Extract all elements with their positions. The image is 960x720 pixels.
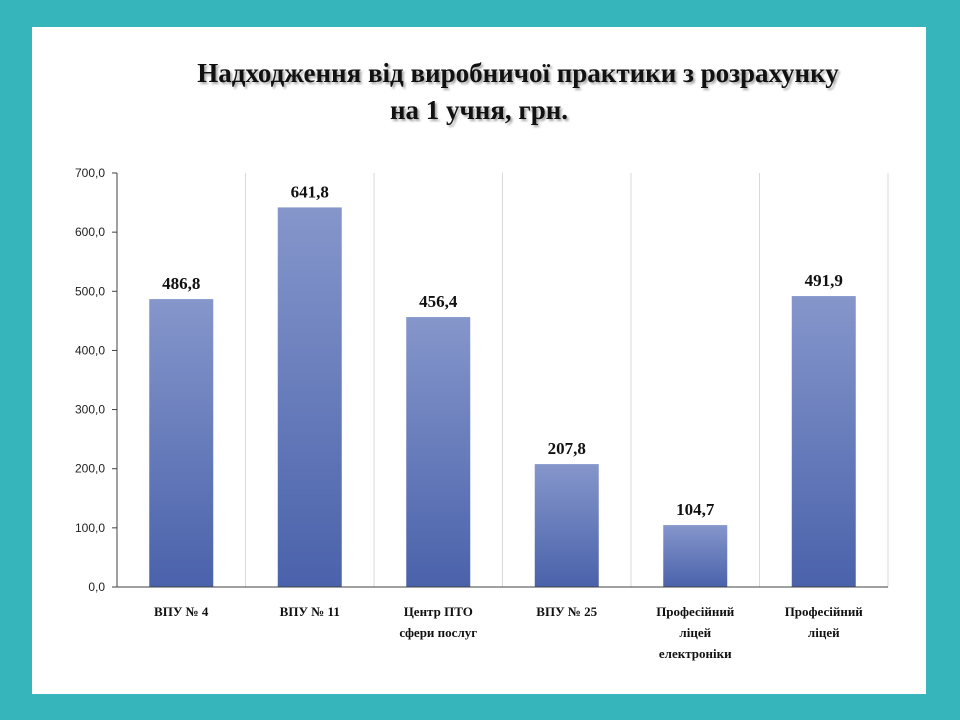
bars: [149, 207, 856, 587]
data-label: 491,9: [805, 271, 843, 290]
category-label: ліцей: [808, 625, 840, 640]
y-tick-label: 400,0: [75, 343, 105, 357]
data-label: 207,8: [548, 439, 586, 458]
category-label: ліцей: [679, 625, 711, 640]
y-tick-label: 100,0: [75, 521, 105, 535]
chart-title-line-1: Надходження від виробничої практики з ро…: [197, 58, 839, 88]
bar: [534, 464, 599, 587]
category-label: Професійний: [656, 604, 735, 619]
bar-chart: 0,0 100,0 200,0 300,0 400,0 500,0 600,0 700,0 48…: [75, 166, 889, 661]
y-tick-label: 600,0: [75, 225, 105, 239]
labels: 0,0 100,0 200,0 300,0 400,0 500,0 600,0 700,0 48…: [75, 166, 863, 661]
slide: Надходження від виробничої практики з ро…: [32, 27, 926, 694]
y-tick-label: 0,0: [88, 580, 105, 594]
category-label: сфери послуг: [399, 625, 477, 640]
y-tick-label: 700,0: [75, 166, 105, 180]
axes: [112, 172, 888, 588]
grid-lines: [245, 173, 889, 587]
bar: [149, 299, 214, 587]
bar: [277, 207, 342, 587]
category-label: електроніки: [659, 646, 732, 661]
bar: [406, 317, 471, 587]
data-label: 456,4: [419, 292, 458, 311]
bar: [791, 296, 856, 587]
bar: [663, 525, 728, 587]
y-tick-label: 500,0: [75, 284, 105, 298]
category-label: ВПУ № 11: [280, 604, 340, 619]
y-tick-label: 200,0: [75, 462, 105, 476]
y-tick-label: 300,0: [75, 403, 105, 417]
data-label: 641,8: [291, 182, 329, 201]
category-label: ВПУ № 4: [154, 604, 209, 619]
category-label: Професійний: [785, 604, 864, 619]
chart-title-line-2: на 1 учня, грн.: [389, 95, 569, 125]
chart-title: Надходження від виробничої практики з ро…: [32, 55, 926, 129]
data-label: 486,8: [162, 274, 200, 293]
category-label: Центр ПТО: [404, 604, 473, 619]
category-label: ВПУ № 25: [536, 604, 597, 619]
data-label: 104,7: [676, 500, 715, 519]
